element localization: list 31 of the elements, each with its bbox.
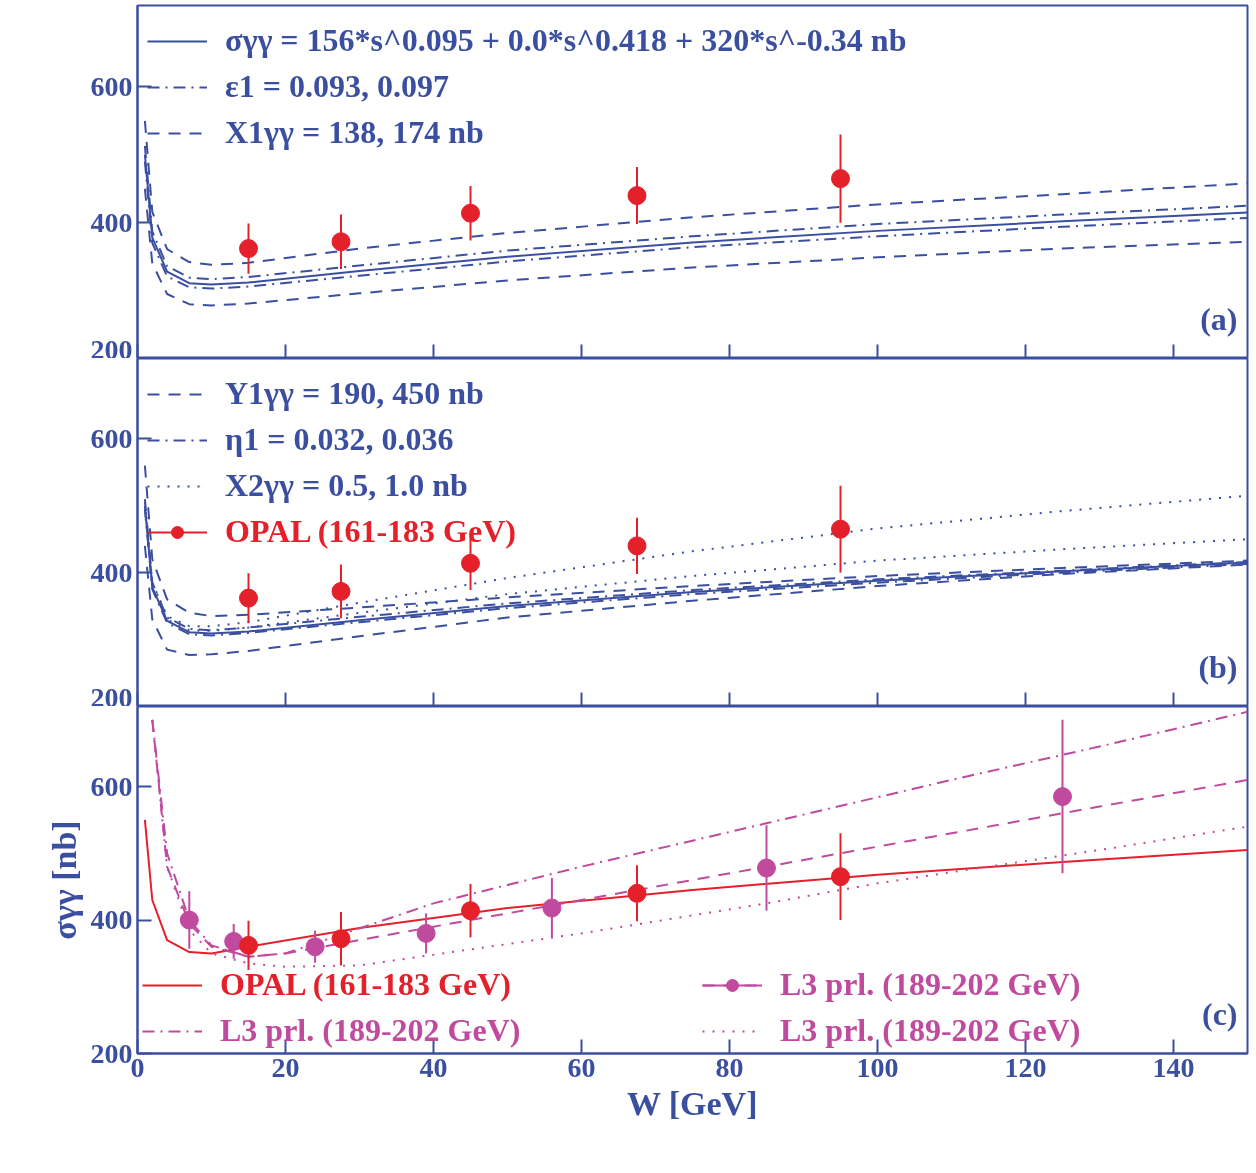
legend-label: L3 prl. (189-202 GeV)	[780, 1012, 1081, 1049]
x-tick-label: 80	[715, 1051, 744, 1083]
y-axis-title: σγγ [nb]	[45, 820, 83, 940]
x-tick-label: 40	[419, 1051, 448, 1083]
x-axis-title: W [GeV]	[626, 1084, 758, 1122]
y-tick-label: 200	[90, 333, 133, 365]
x-tick-label: 20	[271, 1051, 300, 1083]
legend-label: OPAL (161-183 GeV)	[220, 966, 511, 1003]
y-tick-label: 600	[90, 422, 133, 454]
legend-label: L3 prl. (189-202 GeV)	[780, 966, 1081, 1003]
legend-label: η1 = 0.032, 0.036	[225, 421, 454, 458]
y-tick-label: 400	[90, 556, 133, 588]
y-tick-label: 400	[90, 904, 133, 936]
y-tick-label: 600	[90, 770, 133, 802]
x-tick-label: 60	[567, 1051, 596, 1083]
y-tick-label: 200	[90, 681, 133, 713]
legend-label: X1γγ = 138, 174 nb	[225, 114, 484, 151]
x-tick-label: 140	[1152, 1051, 1195, 1083]
y-tick-label: 600	[90, 70, 133, 102]
x-tick-label: 120	[1004, 1051, 1047, 1083]
legend-label: σγγ = 156*s^0.095 + 0.0*s^0.418 + 320*s^-0.34 nb	[225, 22, 907, 59]
annotation: (a)	[1200, 300, 1238, 337]
legend-label: L3 prl. (189-202 GeV)	[220, 1012, 521, 1049]
legend-label: X2γγ = 0.5, 1.0 nb	[225, 467, 468, 504]
annotation: (c)	[1201, 995, 1238, 1032]
legend-label: ε1 = 0.093, 0.097	[225, 68, 449, 105]
annotation: (b)	[1198, 648, 1238, 685]
x-tick-label: 100	[856, 1051, 899, 1083]
legend-label: Y1γγ = 190, 450 nb	[225, 375, 484, 412]
legend-label: OPAL (161-183 GeV)	[225, 513, 516, 550]
y-tick-label: 400	[90, 206, 133, 238]
